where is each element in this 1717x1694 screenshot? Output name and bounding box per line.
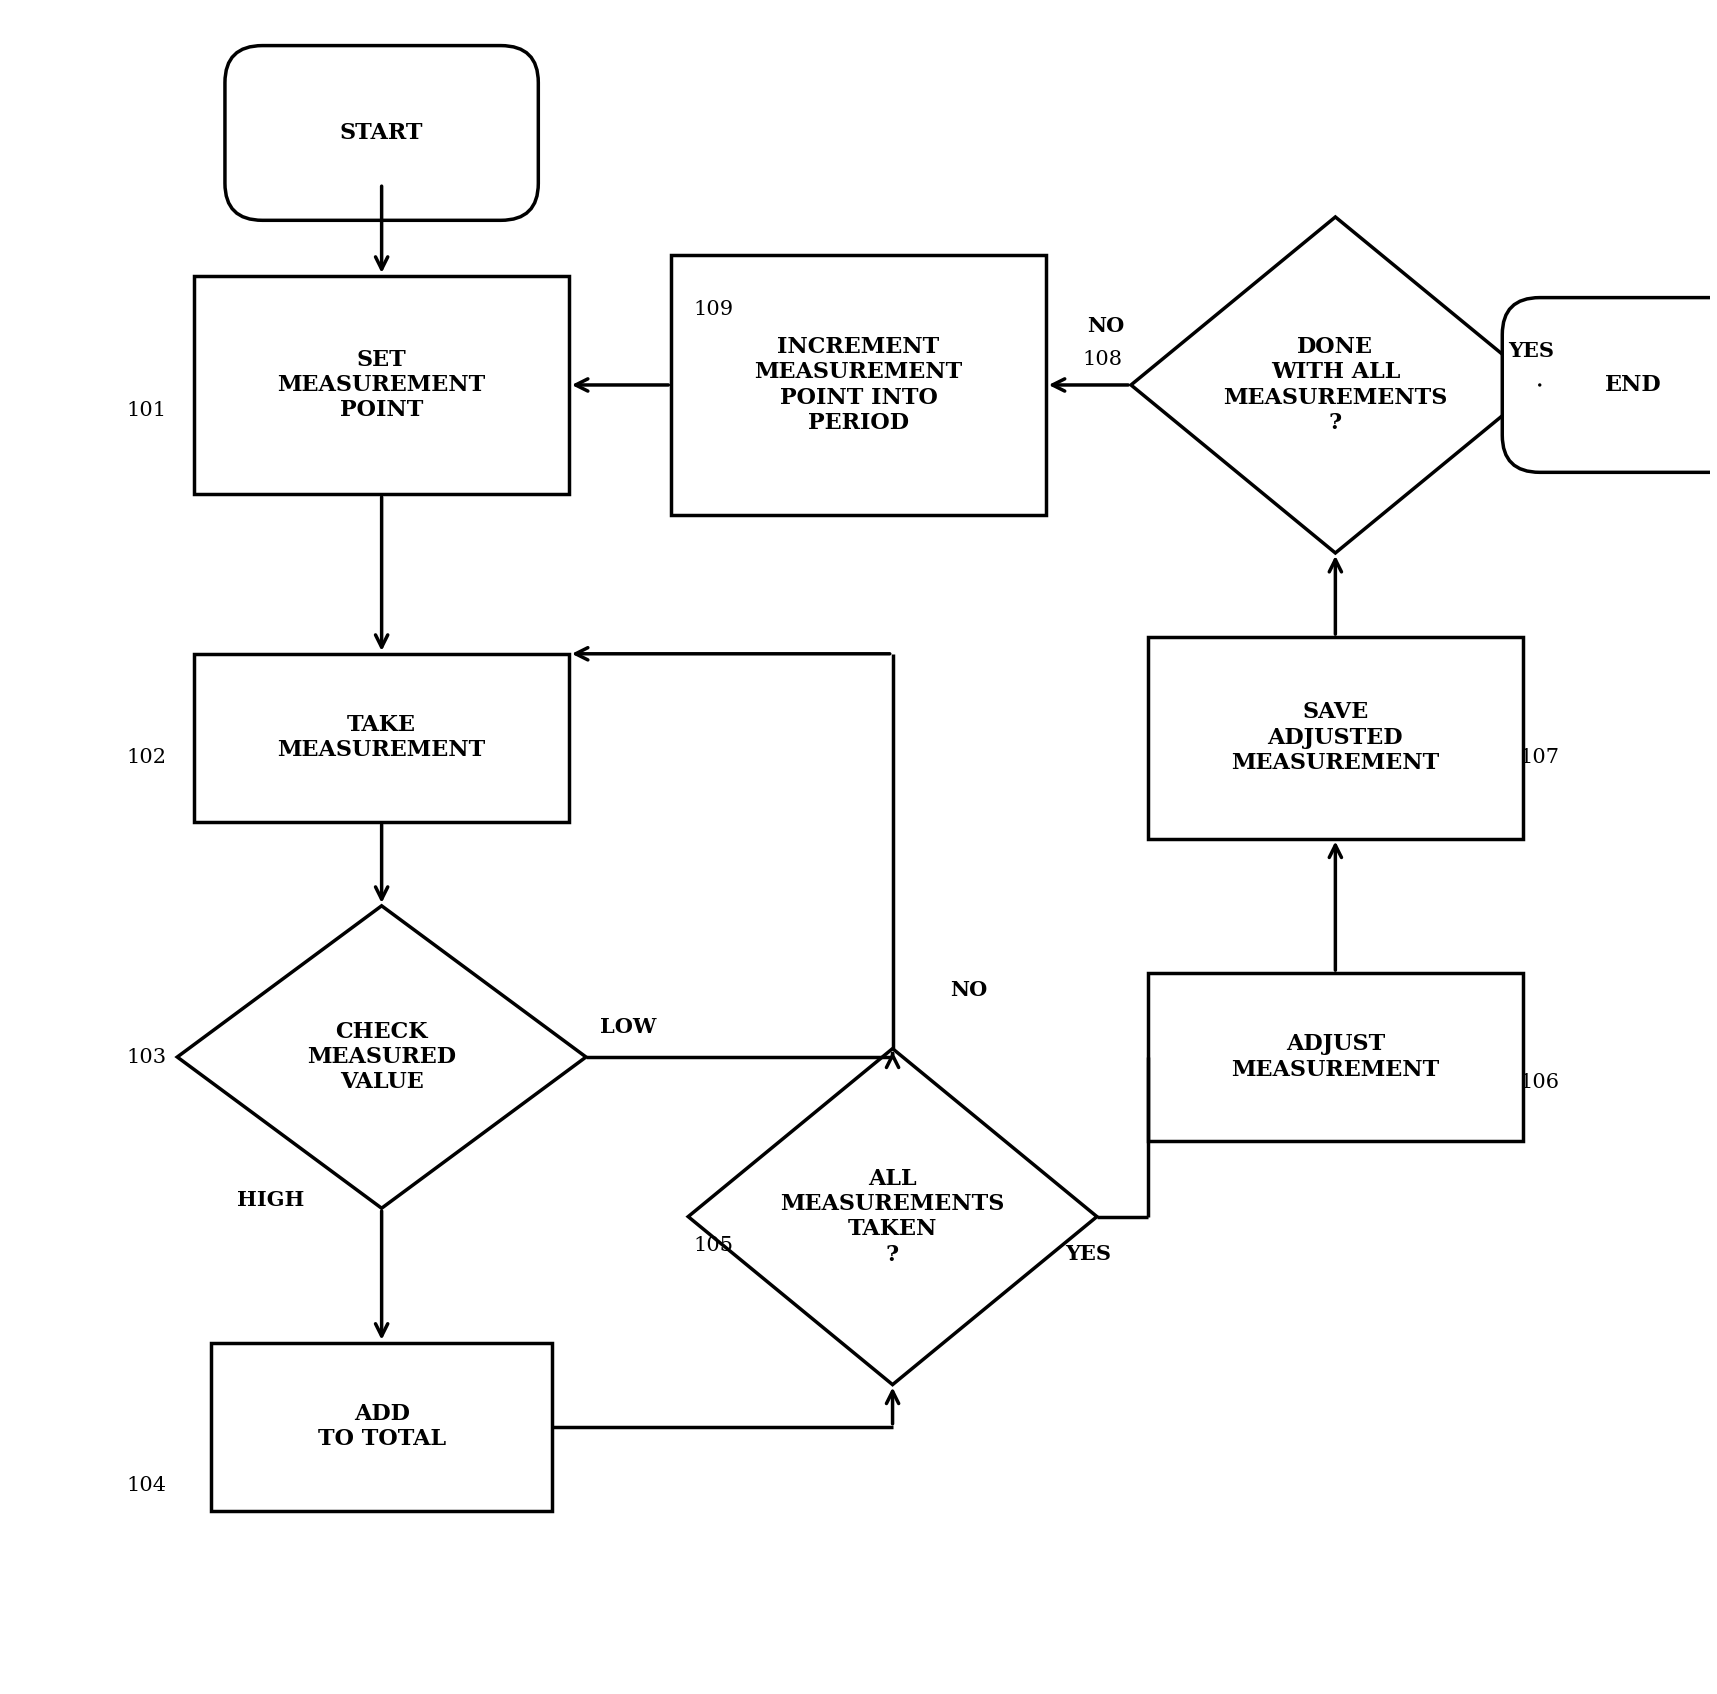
Bar (194, 276, 568, 495)
Text: 109: 109 (694, 300, 733, 318)
Bar (211, 1343, 551, 1511)
Text: NO: NO (1087, 317, 1125, 335)
Text: 104: 104 (127, 1475, 167, 1494)
Text: END: END (1605, 374, 1662, 396)
Text: 102: 102 (127, 749, 167, 767)
Text: 103: 103 (127, 1047, 167, 1067)
Text: LOW: LOW (601, 1016, 658, 1037)
Text: 107: 107 (1520, 749, 1559, 767)
Text: START: START (340, 122, 424, 144)
Text: CHECK
MEASURED
VALUE: CHECK MEASURED VALUE (307, 1020, 457, 1093)
Text: ADJUST
MEASUREMENT: ADJUST MEASUREMENT (1231, 1033, 1439, 1081)
Text: SAVE
ADJUSTED
MEASUREMENT: SAVE ADJUSTED MEASUREMENT (1231, 701, 1439, 774)
Text: YES: YES (1508, 342, 1554, 361)
Text: 106: 106 (1520, 1072, 1559, 1091)
FancyBboxPatch shape (225, 46, 539, 220)
Text: 101: 101 (127, 401, 167, 420)
Text: ALL
MEASUREMENTS
TAKEN
?: ALL MEASUREMENTS TAKEN ? (780, 1167, 1004, 1265)
Polygon shape (689, 1049, 1097, 1384)
Text: INCREMENT
MEASUREMENT
POINT INTO
PERIOD: INCREMENT MEASUREMENT POINT INTO PERIOD (754, 335, 963, 434)
Bar (194, 654, 568, 822)
Text: DONE
WITH ALL
MEASUREMENTS
?: DONE WITH ALL MEASUREMENTS ? (1223, 335, 1447, 434)
Text: HIGH: HIGH (237, 1189, 304, 1210)
Text: TAKE
MEASUREMENT: TAKE MEASUREMENT (278, 715, 486, 762)
Text: ADD
TO TOTAL: ADD TO TOTAL (318, 1403, 446, 1450)
Bar (1149, 637, 1523, 839)
Text: SET
MEASUREMENT
POINT: SET MEASUREMENT POINT (278, 349, 486, 422)
Text: NO: NO (951, 979, 987, 999)
Polygon shape (1132, 217, 1540, 552)
Text: 105: 105 (694, 1235, 733, 1255)
Polygon shape (177, 906, 585, 1208)
Bar (671, 254, 1046, 515)
Bar (1149, 972, 1523, 1142)
FancyBboxPatch shape (1502, 298, 1717, 473)
Text: 108: 108 (1082, 351, 1121, 369)
Text: YES: YES (1066, 1243, 1111, 1264)
